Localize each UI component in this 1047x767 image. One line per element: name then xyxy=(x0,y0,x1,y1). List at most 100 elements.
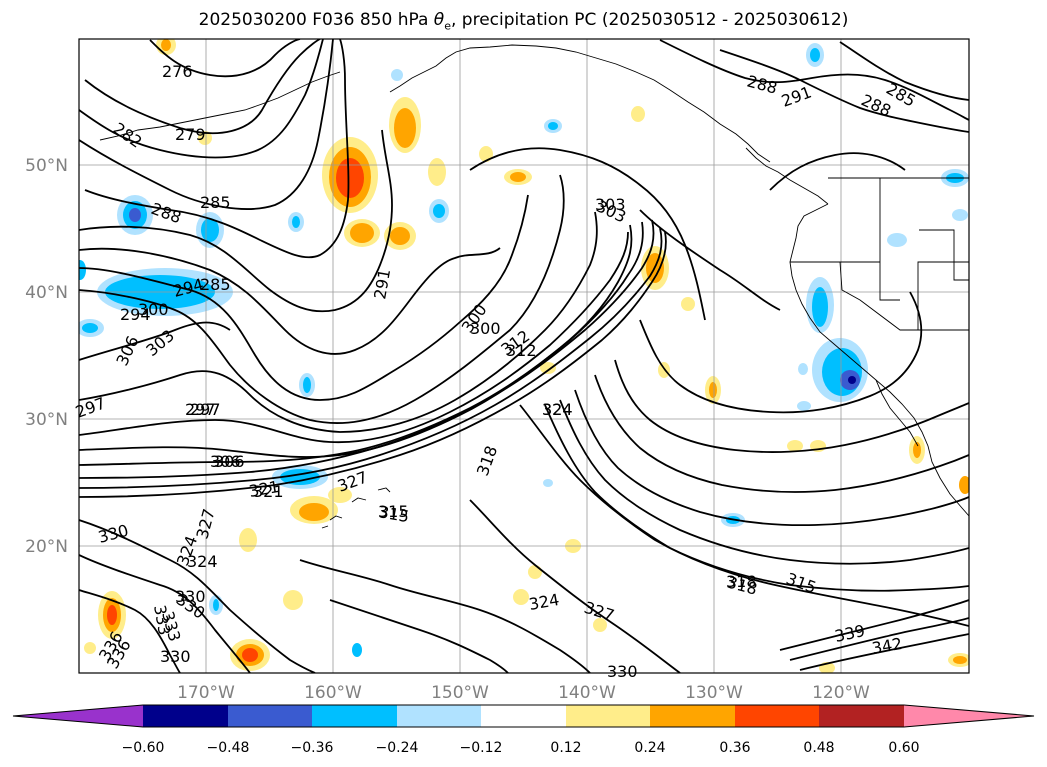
colorbar-swatch xyxy=(650,705,735,727)
contour-label: 321 xyxy=(253,482,284,501)
colorbar-extend-low xyxy=(13,705,143,727)
contour-line xyxy=(789,617,969,661)
precip-positive-patch xyxy=(593,618,607,632)
colorbar-tick-label: 0.48 xyxy=(803,740,834,756)
colorbar-swatch xyxy=(228,705,312,727)
colorbar-tick-label: 0.36 xyxy=(719,740,750,756)
contour-line xyxy=(779,599,969,651)
colorbar-tick-label: −0.48 xyxy=(207,740,250,756)
latitude-labels: 50°N 40°N 30°N 20°N xyxy=(25,156,68,557)
contour-line xyxy=(544,404,969,592)
precip-positive-patch xyxy=(479,146,493,162)
contour-label: 294 xyxy=(120,305,151,324)
colorbar-swatch xyxy=(397,705,481,727)
contour-line xyxy=(149,39,301,78)
contour-line xyxy=(79,211,598,433)
contour-line xyxy=(79,231,667,498)
contour-line xyxy=(574,389,969,527)
precip-positive-patch xyxy=(239,528,257,552)
precip-positive-patch xyxy=(705,376,721,404)
colorbar-tick-label: −0.60 xyxy=(122,740,165,756)
contour-label: 330 xyxy=(607,662,638,681)
contour-line xyxy=(594,374,969,493)
contour-line xyxy=(769,152,906,191)
contour-label: 324 xyxy=(542,400,573,419)
precip-positive-patch xyxy=(658,362,670,378)
contour-line xyxy=(839,41,969,101)
contour-label: 276 xyxy=(162,62,193,81)
lat-label: 30°N xyxy=(25,410,68,430)
contour-label: 303 xyxy=(595,195,626,214)
contour-line xyxy=(79,519,316,673)
contour-line xyxy=(79,219,655,479)
precip-positive-patch xyxy=(681,297,695,311)
precip-negative-patch xyxy=(543,479,553,487)
contour-label: 318 xyxy=(726,572,757,591)
hawaii-islands xyxy=(321,487,391,529)
map-area xyxy=(79,39,969,673)
contour-line xyxy=(469,147,706,321)
colorbar-tick-label: 0.24 xyxy=(634,740,665,756)
precip-negative-patch xyxy=(79,319,104,337)
contour-label: 324 xyxy=(542,400,573,419)
precip-positive-patch xyxy=(540,362,556,374)
precip-negative-patch xyxy=(806,277,834,333)
map-frame xyxy=(78,38,970,674)
lon-label: 120°W xyxy=(812,683,870,703)
lon-label: 140°W xyxy=(558,683,616,703)
contour-line xyxy=(639,291,923,414)
contour-line xyxy=(79,129,393,313)
contour-label: 297 xyxy=(185,400,216,419)
contour-label: 297 xyxy=(190,400,221,419)
colorbar-tick-label: −0.36 xyxy=(291,740,334,756)
precip-negative-patch xyxy=(209,595,223,615)
longitude-labels: 170°W 160°W 150°W 140°W 130°W 120°W xyxy=(177,683,870,703)
colorbar-outline xyxy=(12,704,1035,728)
contour-label: 279 xyxy=(175,125,206,144)
bc-coast xyxy=(745,147,829,205)
colorbar-extend-high xyxy=(904,705,1034,727)
contour-label: 285 xyxy=(200,193,231,212)
precip-negative-patch xyxy=(391,69,403,81)
colorbar-tick-label: 0.60 xyxy=(888,740,919,756)
precip-negative-patch xyxy=(299,373,315,397)
theta-e-contours xyxy=(79,39,969,673)
lat-label: 40°N xyxy=(25,283,68,303)
contour-label: 330 xyxy=(160,647,191,666)
lat-label: 50°N xyxy=(25,156,68,176)
lon-label: 150°W xyxy=(431,683,489,703)
lon-label: 160°W xyxy=(304,683,362,703)
precip-negative-patch xyxy=(79,260,86,280)
contour-line xyxy=(79,321,231,361)
precip-negative-patch xyxy=(429,199,449,223)
precip-positive-patch xyxy=(344,219,380,247)
contour-line xyxy=(559,399,969,565)
contour-line xyxy=(614,359,969,453)
contour-line xyxy=(799,633,969,671)
lat-label: 20°N xyxy=(25,537,68,557)
colorbar-swatch xyxy=(143,705,228,727)
contour-label: 306 xyxy=(214,452,245,471)
precip-negative-patch xyxy=(812,338,868,402)
precip-positive-patch xyxy=(283,590,303,610)
contour-label: 312 xyxy=(506,341,537,360)
precip-negative-patch xyxy=(288,212,304,232)
colorbar-swatch xyxy=(312,705,397,727)
contour-line xyxy=(329,599,509,673)
contour-line xyxy=(79,39,334,210)
colorbar-tick-label: 0.12 xyxy=(550,740,581,756)
contour-line xyxy=(79,194,529,401)
precip-negative-patch xyxy=(887,233,907,247)
contour-line xyxy=(719,49,969,133)
precip-positive-patch xyxy=(290,496,338,524)
precip-negative-patch xyxy=(544,119,562,133)
precip-positive-patch xyxy=(909,436,925,464)
precip-positive-patch xyxy=(948,653,969,667)
colorbar-swatch xyxy=(735,705,819,727)
contour-label: 306 xyxy=(210,452,241,471)
contour-label: 324 xyxy=(187,552,218,571)
contour-line xyxy=(639,209,781,311)
precip-positive-patch xyxy=(84,642,96,654)
precip-negative-patch xyxy=(352,643,362,657)
contour-label: 285 xyxy=(200,275,231,294)
